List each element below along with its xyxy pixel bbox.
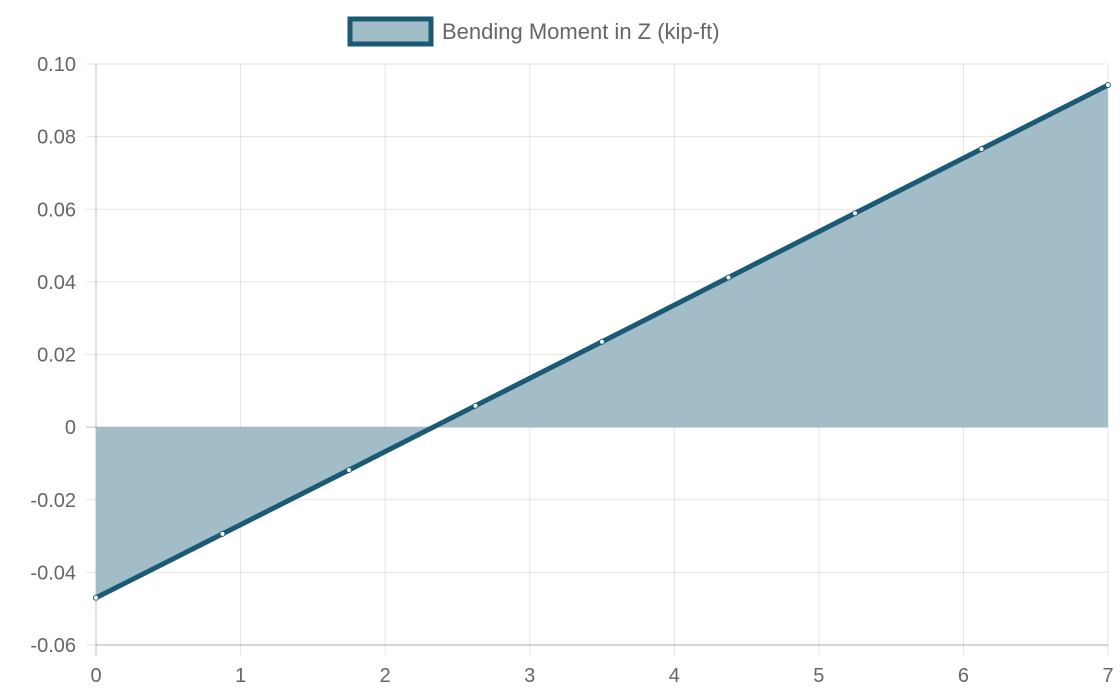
data-point xyxy=(725,274,732,281)
data-points xyxy=(93,82,1111,601)
data-point xyxy=(599,338,605,345)
x-tick-label: 5 xyxy=(813,665,824,687)
data-point xyxy=(346,466,352,473)
data-point xyxy=(1105,82,1111,89)
y-tick-label: 0.02 xyxy=(37,345,76,367)
x-tick-label: 3 xyxy=(524,665,535,687)
data-point xyxy=(472,402,479,409)
data-point xyxy=(852,210,858,217)
x-tick-label: 6 xyxy=(958,665,969,687)
y-tick-label: 0.04 xyxy=(37,272,76,294)
x-tick-label: 4 xyxy=(669,665,680,687)
x-axis-tick-labels: 0 1 2 3 4 5 6 7 xyxy=(90,665,1113,687)
x-tick-label: 0 xyxy=(90,665,101,687)
x-tick-label: 7 xyxy=(1102,665,1113,687)
x-tick-label: 2 xyxy=(380,665,391,687)
x-tick-label: 1 xyxy=(235,665,246,687)
data-point xyxy=(93,594,99,601)
y-tick-label: 0.08 xyxy=(37,127,76,149)
y-tick-label: 0 xyxy=(65,417,76,439)
legend[interactable]: Bending Moment in Z (kip-ft) xyxy=(347,16,720,47)
y-tick-label: -0.02 xyxy=(30,490,76,512)
legend-swatch[interactable] xyxy=(347,16,434,47)
data-point xyxy=(978,145,985,152)
y-tick-label: 0.10 xyxy=(37,54,76,76)
y-tick-label: -0.06 xyxy=(30,635,76,657)
data-point xyxy=(219,530,226,537)
legend-label[interactable]: Bending Moment in Z (kip-ft) xyxy=(442,19,720,44)
y-tick-label: 0.06 xyxy=(37,199,76,221)
y-axis-tick-labels: -0.06 -0.04 -0.02 0 0.02 0.04 0.06 0.08 0.10 xyxy=(30,54,76,657)
y-tick-label: -0.04 xyxy=(30,562,76,584)
